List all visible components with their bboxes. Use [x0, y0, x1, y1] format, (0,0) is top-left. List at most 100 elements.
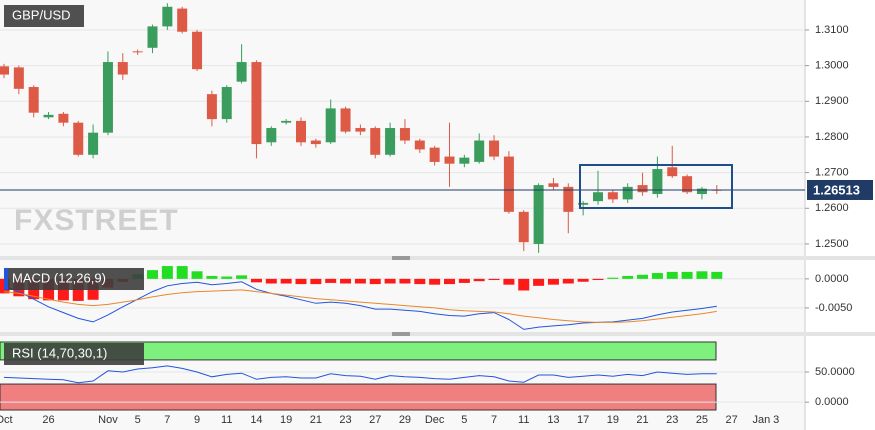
x-tick-label: 27	[726, 414, 738, 426]
x-tick-label: Dec	[425, 414, 445, 426]
candle-body	[696, 188, 707, 195]
x-tick-label: 3	[773, 414, 779, 426]
x-tick-label: 25	[696, 414, 708, 426]
oversold-band	[0, 383, 717, 411]
x-tick-label: 11	[221, 414, 232, 426]
candle-body	[652, 169, 663, 195]
macd-histogram-bar	[666, 271, 678, 279]
macd-histogram-bar	[681, 271, 693, 279]
x-tick-label: 23	[339, 414, 351, 426]
macd-histogram-bar	[340, 278, 352, 284]
macd-histogram-bar	[399, 278, 411, 284]
candle-body	[177, 8, 188, 32]
candle-body	[28, 87, 39, 113]
panel-separator	[0, 256, 875, 260]
candle-body	[221, 87, 232, 120]
candle-body	[682, 176, 693, 193]
panel-label: RSI (14,70,30,1)	[12, 345, 107, 360]
macd-histogram-bar	[354, 278, 366, 284]
x-tick-label: 9	[194, 414, 200, 426]
macd-histogram-bar	[265, 278, 277, 284]
candle-body	[503, 156, 514, 212]
x-tick-label: Nov	[98, 414, 118, 426]
chart-layer: FXSTREET 1.3100 1.3000 1.2900 1.2800 1.2700 1.…	[0, 3, 873, 426]
candle-body	[251, 62, 262, 145]
y-tick-label: 1.3000	[815, 60, 849, 72]
macd-histogram-bar	[577, 278, 589, 282]
macd-histogram-bar	[711, 271, 723, 279]
candle-body	[58, 113, 69, 123]
candle-body	[399, 128, 410, 141]
candle-body	[518, 211, 529, 243]
candle-body	[206, 94, 217, 120]
range-box	[579, 164, 733, 209]
candle-body	[88, 132, 99, 155]
macd-histogram-bar	[236, 275, 248, 279]
panel-label-box	[4, 268, 144, 290]
macd-histogram-bar	[473, 278, 485, 282]
macd-histogram-bar	[384, 278, 396, 284]
candle-body	[296, 120, 306, 143]
macd-histogram-bar	[444, 278, 455, 285]
candle-body	[533, 185, 544, 244]
macd-histogram-bar	[503, 278, 515, 285]
macd-histogram-bar	[147, 270, 158, 279]
macd-histogram-bar	[696, 271, 708, 279]
y-tick-label: 0.0000	[815, 273, 849, 285]
macd-histogram-bar	[161, 266, 173, 279]
macd-histogram-bar	[206, 275, 218, 279]
x-tick-label: 21	[310, 414, 322, 426]
candle-body	[192, 31, 203, 70]
x-tick-label: 21	[636, 414, 648, 426]
macd-histogram-bar	[325, 278, 337, 283]
x-tick-label: 7	[491, 414, 497, 426]
candle-body	[340, 108, 351, 132]
candle-body	[593, 192, 603, 202]
y-tick-label: 1.3100	[815, 24, 849, 36]
x-tick-label: 13	[547, 414, 559, 426]
panel-label-accent	[4, 268, 8, 290]
macd-histogram-bar	[533, 278, 545, 286]
x-tick-label: 14	[250, 414, 262, 426]
macd-histogram-bar	[191, 271, 203, 279]
panel-label: GBP/USD	[12, 7, 71, 22]
candle-body	[102, 62, 113, 133]
candle-body	[132, 51, 143, 53]
macd-histogram-bar	[562, 278, 574, 284]
candle-body	[667, 167, 678, 177]
separator-grip	[392, 332, 410, 336]
last-price-label: 1.26513	[813, 182, 860, 197]
macd-histogram-bar	[622, 275, 634, 279]
x-tick-label: 5	[461, 414, 467, 426]
macd-histogram-bar	[592, 278, 604, 281]
x-tick-label: Oct	[0, 414, 13, 426]
panel-label: MACD (12,26,9)	[12, 270, 106, 285]
macd-histogram-bar	[295, 278, 307, 285]
candle-body	[474, 140, 485, 162]
macd-histogram-bar	[607, 277, 619, 279]
separator-grip	[392, 256, 410, 260]
candle-body	[162, 6, 173, 27]
macd-histogram-bar	[429, 278, 441, 285]
candle-body	[266, 128, 277, 143]
candle-body	[489, 140, 500, 157]
macd-histogram-bar	[221, 276, 233, 279]
rsi-line	[3, 365, 717, 384]
x-tick-label: 23	[666, 414, 678, 426]
candle-body	[444, 156, 455, 164]
candle-body	[459, 157, 470, 164]
y-tick-label: 1.2900	[815, 95, 849, 107]
candle-body	[281, 120, 292, 123]
y-tick-label: -0.0050	[815, 302, 852, 314]
x-tick-label: 11	[518, 414, 529, 426]
x-tick-label: 19	[607, 414, 619, 426]
candle-body	[385, 128, 396, 155]
candle-body	[578, 202, 589, 205]
macd-histogram-bar	[369, 278, 381, 285]
candle-body	[43, 114, 54, 118]
candle-body	[117, 62, 128, 75]
candle-body	[563, 186, 574, 212]
x-tick-label: Jan	[752, 414, 770, 426]
candle-body	[637, 185, 648, 193]
macd-histogram-bar	[488, 278, 500, 281]
